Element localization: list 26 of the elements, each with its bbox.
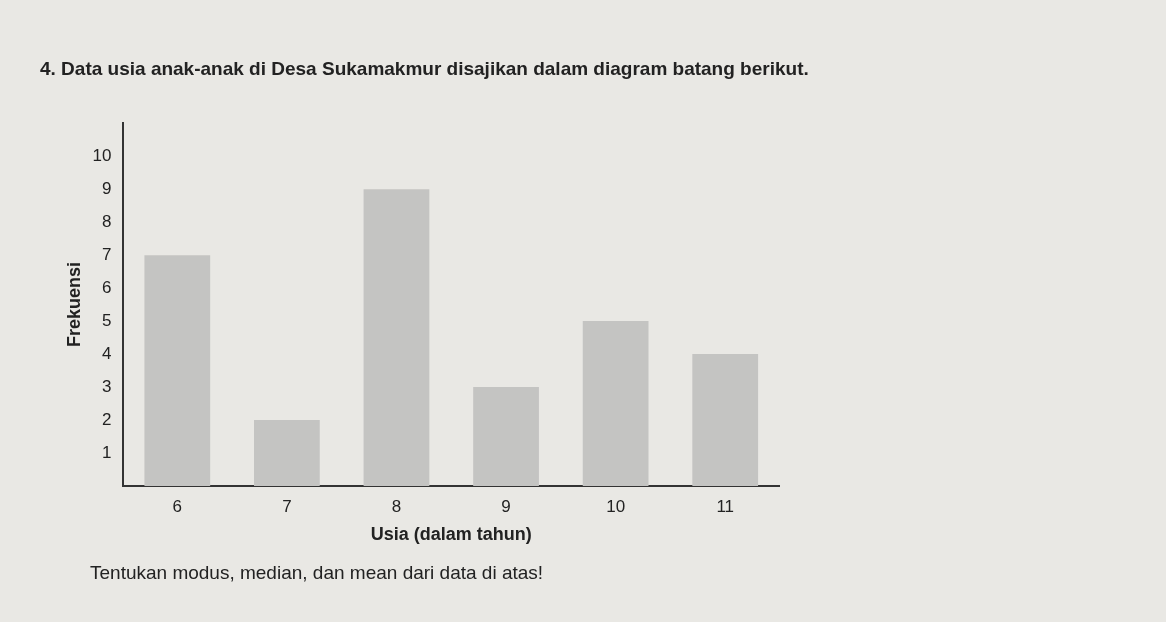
bar [692, 354, 759, 486]
y-tick-label: 7 [102, 244, 112, 264]
y-axis-title: Frekuensi [63, 262, 84, 348]
x-tick-label: 7 [282, 496, 292, 516]
x-tick-label: 9 [501, 496, 511, 516]
y-tick-label: 2 [102, 409, 112, 429]
x-tick-label: 6 [172, 496, 183, 516]
x-tick-label: 11 [716, 496, 735, 516]
y-tick-label: 1 [102, 442, 112, 462]
bar [363, 189, 430, 486]
y-tick-label: 4 [102, 343, 112, 363]
y-tick-label: 3 [102, 376, 112, 396]
y-tick-label: 10 [92, 145, 112, 165]
y-tick-label: 6 [102, 277, 112, 297]
x-tick-label: 8 [391, 496, 402, 516]
y-tick-label: 5 [102, 310, 112, 330]
bar [582, 321, 649, 486]
y-tick-label: 8 [102, 211, 112, 231]
x-axis-title: Usia (dalam tahun) [370, 524, 532, 545]
bar [254, 420, 320, 486]
chart-title: 4. Data usia anak-anak di Desa Sukamakmur disajikan dalam diagram batang berikut. [40, 58, 809, 80]
y-tick-label: 9 [102, 178, 112, 198]
bar [144, 255, 211, 486]
text: Tentukan modus, median, dan mean dari data di atas! [90, 562, 544, 584]
x-tick-label: 10 [606, 496, 626, 516]
bar [473, 387, 539, 486]
